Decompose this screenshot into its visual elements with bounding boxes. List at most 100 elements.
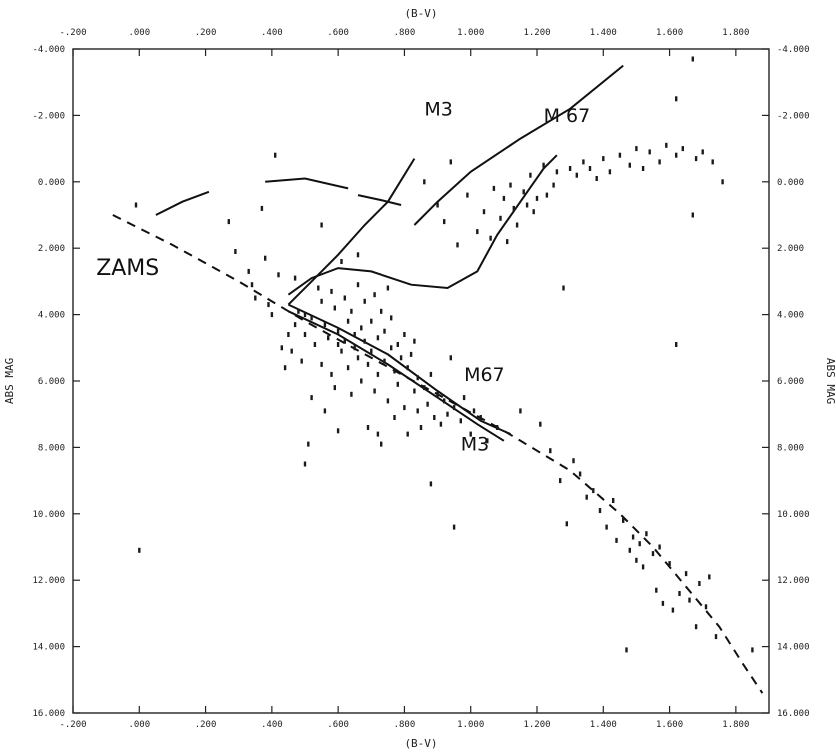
star-point [350, 308, 353, 314]
star-point [396, 342, 399, 347]
star-point [227, 219, 230, 225]
star-point [598, 508, 602, 513]
y-tick-label-left: 6.000 [38, 377, 65, 387]
star-point [346, 365, 350, 371]
star-point [562, 285, 565, 291]
star-point [698, 581, 701, 586]
curve-m3-subgiant [287, 158, 416, 306]
star-point [373, 292, 376, 298]
star-point [293, 322, 297, 328]
star-point [436, 391, 439, 397]
star-point [635, 557, 638, 563]
star-point [443, 219, 446, 225]
star-point [525, 202, 529, 208]
star-point [310, 395, 313, 401]
star-point [582, 159, 585, 165]
star-point [486, 438, 489, 444]
annotation-label: M 67 [544, 105, 591, 127]
star-point [499, 215, 502, 221]
curves-layer [112, 64, 764, 694]
x-tick-label-top: .400 [261, 28, 283, 38]
star-point [290, 348, 293, 354]
star-point [433, 415, 436, 420]
star-point [535, 195, 539, 201]
star-point [409, 351, 413, 357]
star-point [363, 298, 366, 304]
star-point [264, 255, 267, 261]
star-point [532, 209, 535, 215]
star-point [320, 298, 323, 304]
star-point [353, 345, 356, 351]
star-point [565, 521, 568, 527]
y-tick-label-left: 0.000 [38, 178, 65, 188]
star-point [641, 564, 645, 570]
star-point [323, 408, 327, 414]
star-point [386, 285, 390, 291]
y-tick-label-right: 6.000 [777, 377, 804, 387]
star-point [267, 302, 270, 308]
star-point [675, 152, 678, 158]
curve-m67-main-sequence [287, 303, 511, 436]
star-point [645, 531, 648, 537]
star-point [509, 182, 512, 188]
y-tick-label-right: 16.000 [777, 709, 810, 719]
star-point [247, 268, 250, 274]
star-point [658, 159, 661, 165]
star-point [396, 381, 399, 387]
star-point [648, 149, 651, 155]
star-point [376, 335, 380, 341]
star-point [380, 441, 383, 447]
star-point [555, 169, 559, 175]
x-tick-label-bottom: 1.600 [656, 720, 683, 730]
star-point [708, 574, 711, 580]
y-tick-label-left: 12.000 [32, 576, 65, 586]
star-point [423, 385, 426, 391]
star-point [721, 179, 724, 185]
star-point [469, 431, 472, 437]
star-point [343, 295, 346, 301]
star-point [575, 172, 578, 178]
star-point [568, 166, 572, 171]
x-tick-label-top: 1.800 [722, 28, 749, 38]
star-point [472, 408, 476, 414]
star-point [681, 146, 684, 152]
star-point [615, 537, 618, 543]
curve-m3-horizontal-branch [155, 190, 210, 216]
curve-m67-loop [287, 154, 558, 296]
star-point [336, 428, 340, 434]
star-point [691, 56, 694, 62]
star-point [452, 524, 456, 530]
star-point [608, 169, 612, 175]
x-tick-label-bottom: .800 [394, 720, 416, 730]
star-point [714, 634, 718, 640]
star-point [602, 156, 605, 162]
star-point [370, 318, 373, 324]
star-point [751, 647, 754, 653]
star-point [456, 242, 459, 248]
star-point [406, 431, 409, 437]
star-point [684, 571, 688, 577]
star-point [373, 388, 376, 394]
x-tick-label-bottom: .600 [327, 720, 349, 730]
star-point [134, 202, 138, 208]
star-point [406, 365, 409, 371]
star-point [631, 534, 635, 540]
star-point [449, 355, 452, 361]
star-point [572, 458, 575, 464]
annotation-label: M67 [464, 364, 505, 386]
star-point [366, 425, 370, 430]
star-point [701, 149, 704, 155]
star-point [515, 222, 519, 228]
star-point [578, 471, 582, 477]
star-point [320, 361, 323, 367]
star-point [330, 371, 333, 377]
star-point [489, 235, 492, 241]
star-point [383, 358, 386, 364]
x-tick-label-bottom: 1.000 [457, 720, 484, 730]
y-axis-title-right: ABS MAG [824, 358, 836, 404]
star-point [313, 342, 317, 347]
y-tick-label-right: 10.000 [777, 510, 810, 520]
star-point [380, 308, 383, 314]
annotation-label: M3 [424, 98, 452, 120]
